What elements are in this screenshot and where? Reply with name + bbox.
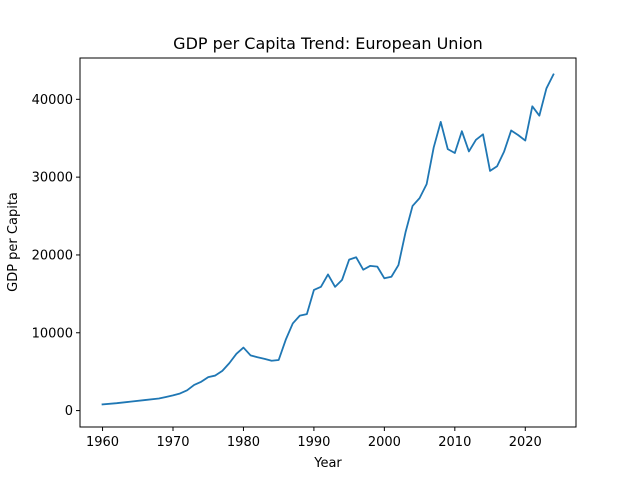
y-tick-label-20000: 20000 xyxy=(32,248,73,263)
y-tick-label-0: 0 xyxy=(65,404,73,419)
x-tick-label-1990: 1990 xyxy=(297,435,330,450)
y-tick-label-30000: 30000 xyxy=(32,171,73,186)
x-tick-label-2000: 2000 xyxy=(368,435,401,450)
x-axis-label: Year xyxy=(313,456,342,471)
x-tick-label-2020: 2020 xyxy=(509,435,542,450)
y-tick-label-40000: 40000 xyxy=(32,93,73,108)
series-line-0 xyxy=(101,73,555,406)
chart-title: GDP per Capita Trend: European Union xyxy=(173,34,483,53)
plot-area: 1960 1970 1980 1990 2000 2010 2020 0 10000 20000 3… xyxy=(32,57,577,450)
axes-frame xyxy=(79,57,577,428)
y-tick-label-10000: 10000 xyxy=(32,326,73,341)
x-tick-label-2010: 2010 xyxy=(438,435,471,450)
x-tick-label-1980: 1980 xyxy=(227,435,260,450)
x-tick-label-1970: 1970 xyxy=(156,435,189,450)
x-tick-label-1960: 1960 xyxy=(86,435,119,450)
y-axis-label: GDP per Capita xyxy=(6,192,21,292)
